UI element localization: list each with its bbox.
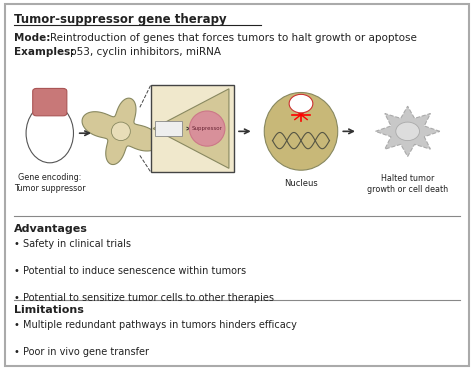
Polygon shape (375, 106, 440, 157)
Text: Suppressor: Suppressor (191, 126, 223, 131)
Text: • Potential to sensitize tumor cells to other therapies: • Potential to sensitize tumor cells to … (14, 293, 274, 303)
Text: Tumor-suppressor gene therapy: Tumor-suppressor gene therapy (14, 13, 227, 26)
Text: • Poor in vivo gene transfer: • Poor in vivo gene transfer (14, 347, 149, 357)
FancyBboxPatch shape (33, 88, 67, 116)
Ellipse shape (189, 111, 225, 146)
Ellipse shape (264, 92, 337, 170)
Text: Examples:: Examples: (14, 47, 74, 57)
Ellipse shape (26, 104, 73, 163)
Ellipse shape (111, 122, 130, 141)
Text: Gene encoding:
Tumor suppressor: Gene encoding: Tumor suppressor (14, 173, 86, 193)
Text: Limitations: Limitations (14, 305, 84, 315)
Polygon shape (153, 89, 229, 168)
Text: • Safety in clinical trials: • Safety in clinical trials (14, 239, 131, 249)
Circle shape (396, 122, 419, 141)
Text: • Multiple redundant pathways in tumors hinders efficacy: • Multiple redundant pathways in tumors … (14, 320, 297, 330)
Text: p53, cyclin inhibitors, miRNA: p53, cyclin inhibitors, miRNA (70, 47, 221, 57)
Text: Mode:: Mode: (14, 33, 51, 43)
Circle shape (289, 94, 313, 113)
Text: Nucleus: Nucleus (284, 179, 318, 188)
Text: Reintroduction of genes that forces tumors to halt growth or apoptose: Reintroduction of genes that forces tumo… (50, 33, 417, 43)
Text: Halted tumor
growth or cell death: Halted tumor growth or cell death (367, 174, 448, 194)
Polygon shape (82, 98, 160, 165)
FancyBboxPatch shape (151, 85, 234, 172)
FancyBboxPatch shape (155, 121, 182, 135)
FancyBboxPatch shape (5, 4, 469, 366)
Text: Advantages: Advantages (14, 224, 88, 234)
Text: • Potential to induce senescence within tumors: • Potential to induce senescence within … (14, 266, 246, 276)
